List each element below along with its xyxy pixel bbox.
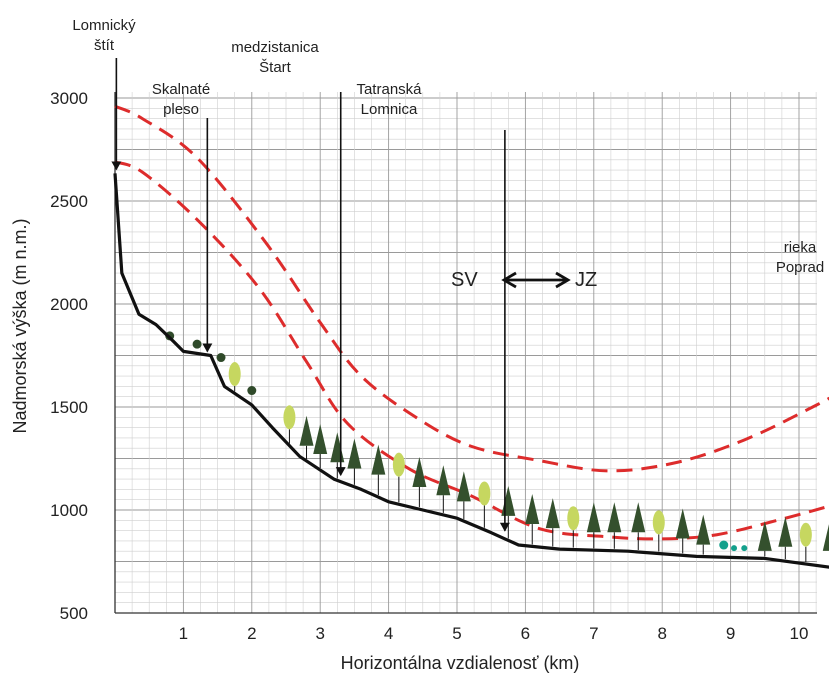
location-label-tatranska-lomnica: Tatranská <box>356 81 422 98</box>
x-tick-label: 8 <box>657 624 666 643</box>
x-tick-label: 7 <box>589 624 598 643</box>
conifer-tree-icon <box>299 415 314 446</box>
location-label-medzistanica-start: medzistanica <box>231 39 319 56</box>
y-tick-label: 1500 <box>50 398 88 417</box>
broadleaf-tree-icon <box>567 506 580 531</box>
location-label-skalnate-pleso: Skalnaté <box>152 81 210 98</box>
vegetation-drop-lines <box>234 386 807 562</box>
terrain-profile-line <box>113 173 829 569</box>
conifer-tree-icon <box>757 520 772 551</box>
arrow-left-head-icon <box>501 271 517 289</box>
conifer-tree-icon <box>313 424 328 455</box>
conifer-tree-icon <box>545 498 560 529</box>
x-tick-label: 10 <box>790 624 809 643</box>
conifer-tree-icon <box>330 432 345 463</box>
shrub-dot-icon <box>247 386 257 396</box>
direction-left-label: SV <box>451 269 478 291</box>
conifer-tree-icon <box>525 494 540 525</box>
conifer-tree-icon <box>456 471 471 502</box>
location-label-lomnicky-stit: štít <box>94 37 115 54</box>
location-label-rieka-poprad: rieka <box>784 239 817 256</box>
x-tick-label: 4 <box>384 624 393 643</box>
x-tick-label: 1 <box>179 624 188 643</box>
x-axis-label: Horizontálna vzdialenosť (km) <box>341 653 580 673</box>
small-shrub-dot-icon <box>741 545 748 552</box>
small-shrub-dot-icon <box>731 545 738 552</box>
conifer-tree-icon <box>347 438 362 469</box>
broadleaf-tree-icon <box>392 452 405 477</box>
conifer-tree-icon <box>778 516 793 547</box>
broadleaf-tree-icon <box>478 481 491 506</box>
conifer-tree-icon <box>586 502 601 533</box>
x-tick-label: 9 <box>726 624 735 643</box>
conifer-tree-icon <box>371 444 386 475</box>
plot-grid <box>114 92 817 614</box>
conifer-tree-icon <box>696 514 711 545</box>
conifer-tree-icon <box>631 502 646 533</box>
broadleaf-tree-icon <box>283 405 296 430</box>
conifer-tree-icon <box>436 465 451 496</box>
shrub-dot-icon <box>192 339 202 349</box>
lower-dashed-curve <box>114 160 829 541</box>
y-tick-label: 3000 <box>50 89 88 108</box>
x-tick-label: 5 <box>452 624 461 643</box>
shrub-dot-icon <box>216 353 226 363</box>
dashed-curves <box>114 104 829 541</box>
y-tick-label: 500 <box>60 604 88 623</box>
arrow-right-head-icon <box>555 271 571 289</box>
x-tick-label: 2 <box>247 624 256 643</box>
broadleaf-tree-icon <box>228 362 241 387</box>
location-label-tatranska-lomnica: Lomnica <box>361 101 418 118</box>
y-axis-label: Nadmorská výška (m n.m.) <box>10 218 30 433</box>
axis-ticks: 1234567891011121314500100015002000250030… <box>50 89 809 643</box>
broadleaf-tree-icon <box>799 522 812 547</box>
location-label-medzistanica-start: Štart <box>259 59 292 76</box>
conifer-tree-icon <box>412 456 427 487</box>
direction-indicator: SV JZ <box>451 269 597 291</box>
upper-dashed-curve <box>114 104 829 473</box>
x-tick-label: 6 <box>521 624 530 643</box>
shrub-dot-icon <box>719 540 729 550</box>
direction-right-label: JZ <box>575 269 597 291</box>
vegetation-symbols <box>165 331 829 552</box>
y-tick-label: 2500 <box>50 192 88 211</box>
conifer-tree-icon <box>501 485 516 516</box>
location-label-rieka-poprad: Poprad <box>776 259 824 276</box>
location-label-lomnicky-stit: Lomnický <box>72 17 136 34</box>
y-tick-label: 2000 <box>50 295 88 314</box>
y-tick-label: 1000 <box>50 501 88 520</box>
conifer-tree-icon <box>607 502 622 533</box>
broadleaf-tree-icon <box>652 510 665 535</box>
x-tick-label: 3 <box>315 624 324 643</box>
location-markers: Lomnický štít Skalnaté pleso medzistanica Šta… <box>72 17 824 532</box>
conifer-tree-icon <box>675 508 690 539</box>
conifer-tree-icon <box>822 524 829 551</box>
location-label-skalnate-pleso: pleso <box>163 101 199 118</box>
